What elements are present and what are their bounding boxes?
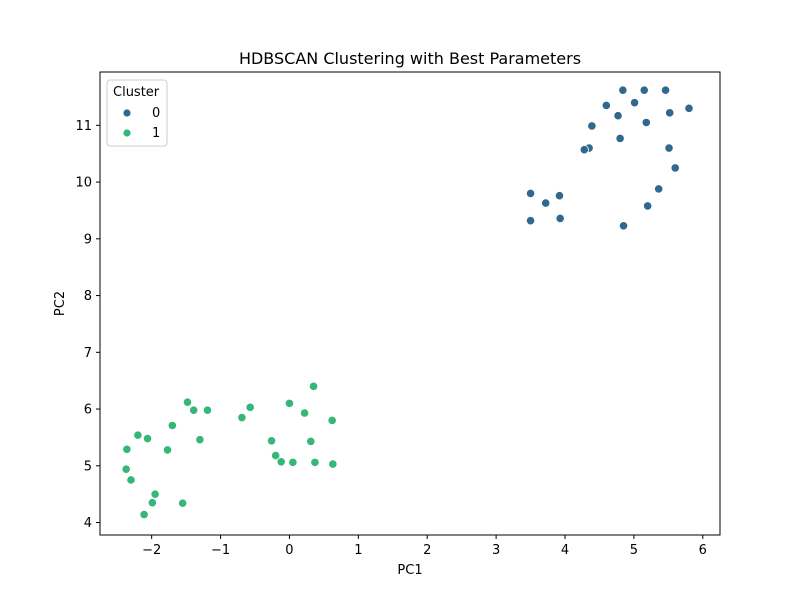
data-point-cluster-1-11 <box>142 433 153 444</box>
data-point-cluster-1-18 <box>276 457 286 467</box>
x-tick-label-0: −2 <box>142 543 161 558</box>
x-axis-ticks: −2 −1 0 1 2 3 4 5 6 <box>142 535 707 558</box>
data-point-cluster-0-10 <box>615 133 625 143</box>
data-point-cluster-1-4 <box>202 405 213 415</box>
x-tick-label-4: 2 <box>423 543 431 558</box>
data-point-cluster-1-6 <box>299 408 310 418</box>
y-axis-ticks: 4 5 6 7 8 9 10 11 <box>75 119 100 531</box>
data-point-cluster-1-19 <box>288 457 298 467</box>
plot-frame <box>99 71 721 536</box>
data-point-cluster-0-8 <box>641 117 651 128</box>
y-tick-label-4: 8 <box>84 289 92 304</box>
x-tick-label-6: 4 <box>561 543 569 558</box>
x-tick-label-5: 3 <box>492 543 500 558</box>
data-point-cluster-0-22 <box>618 221 629 231</box>
data-point-cluster-1-13 <box>266 436 277 446</box>
legend: Cluster 0 1 <box>106 79 168 147</box>
data-point-cluster-0-17 <box>554 191 565 201</box>
data-point-cluster-0-4 <box>629 98 640 108</box>
data-point-cluster-1-23 <box>126 475 136 485</box>
data-point-cluster-0-15 <box>654 184 664 194</box>
data-point-cluster-0-6 <box>613 111 623 121</box>
data-point-cluster-1-10 <box>133 430 143 440</box>
legend-label-1: 1 <box>152 126 160 141</box>
legend-box <box>106 79 168 147</box>
data-point-cluster-1-8 <box>327 415 337 425</box>
x-tick-label-3: 1 <box>354 543 362 558</box>
y-tick-label-1: 5 <box>84 459 92 474</box>
data-point-cluster-1-26 <box>178 498 188 508</box>
data-point-cluster-0-19 <box>643 201 653 211</box>
data-point-cluster-1-25 <box>147 498 157 508</box>
data-point-cluster-0-3 <box>601 100 611 111</box>
x-axis-label: PC1 <box>397 563 422 578</box>
y-tick-label-2: 6 <box>84 403 92 418</box>
data-point-cluster-0-18 <box>541 198 551 208</box>
data-point-cluster-1-22 <box>121 464 131 474</box>
data-point-cluster-1-5 <box>245 402 255 412</box>
data-point-cluster-1-2 <box>284 398 295 408</box>
data-point-cluster-1-27 <box>139 509 149 520</box>
points-layer <box>121 85 694 520</box>
data-point-cluster-1-0 <box>308 381 319 391</box>
y-tick-label-7: 11 <box>75 119 92 134</box>
data-point-cluster-0-0 <box>618 85 628 95</box>
x-tick-label-7: 5 <box>630 543 638 558</box>
legend-marker-0 <box>122 108 132 118</box>
data-point-cluster-0-9 <box>587 121 597 131</box>
data-point-cluster-1-14 <box>306 436 316 446</box>
y-axis-label: PC2 <box>53 291 68 316</box>
data-point-cluster-0-14 <box>670 163 680 173</box>
data-point-cluster-1-20 <box>310 457 320 467</box>
x-tick-label-1: −1 <box>211 543 230 558</box>
legend-marker-1 <box>122 128 132 138</box>
x-tick-label-2: 0 <box>285 543 293 558</box>
y-tick-label-5: 9 <box>84 232 92 247</box>
data-point-cluster-1-1 <box>182 397 193 407</box>
data-point-cluster-0-16 <box>525 188 536 199</box>
data-point-cluster-0-13 <box>664 143 674 153</box>
data-point-cluster-1-17 <box>271 450 281 461</box>
data-point-cluster-1-12 <box>195 435 205 445</box>
chart-title: HDBSCAN Clustering with Best Parameters <box>239 49 581 68</box>
y-tick-label-3: 7 <box>84 346 92 361</box>
data-point-cluster-0-7 <box>665 108 675 118</box>
data-point-cluster-1-3 <box>189 405 199 415</box>
data-point-cluster-0-2 <box>660 85 671 95</box>
x-tick-label-8: 6 <box>699 543 707 558</box>
data-point-cluster-1-15 <box>122 444 132 454</box>
data-point-cluster-1-9 <box>167 420 177 431</box>
y-tick-label-0: 4 <box>84 516 92 531</box>
y-tick-label-6: 10 <box>75 176 92 191</box>
data-point-cluster-0-12 <box>579 145 589 155</box>
legend-title: Cluster <box>113 85 160 100</box>
data-point-cluster-0-1 <box>639 85 649 95</box>
data-point-cluster-0-21 <box>555 213 565 223</box>
data-point-cluster-1-7 <box>237 412 247 423</box>
data-point-cluster-1-21 <box>328 459 338 469</box>
data-point-cluster-1-16 <box>162 445 173 455</box>
data-point-cluster-0-5 <box>684 103 694 113</box>
data-point-cluster-1-24 <box>150 489 160 499</box>
legend-label-0: 0 <box>152 106 160 121</box>
data-point-cluster-0-20 <box>525 216 536 226</box>
